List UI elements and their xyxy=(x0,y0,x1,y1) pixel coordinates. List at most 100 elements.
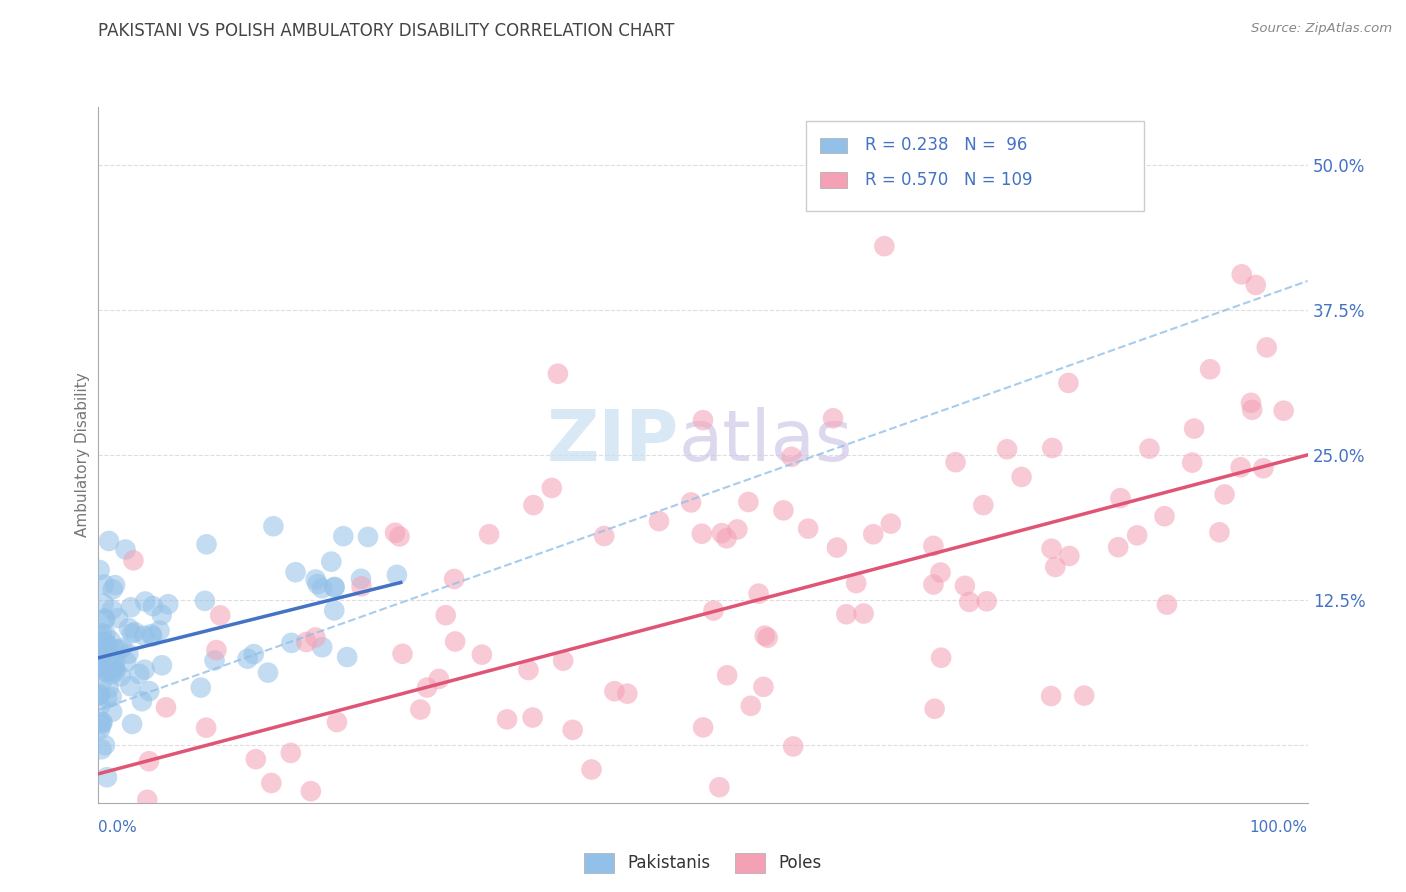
Point xyxy=(89,651,111,665)
Point xyxy=(101,602,124,616)
Point xyxy=(357,530,380,544)
Point xyxy=(91,714,114,729)
Point xyxy=(89,688,111,702)
Point xyxy=(100,667,122,681)
Point xyxy=(98,648,121,662)
Point xyxy=(121,717,143,731)
Point xyxy=(1156,598,1178,612)
Point xyxy=(716,531,738,545)
Point xyxy=(194,594,217,608)
Point xyxy=(1153,509,1175,524)
Point xyxy=(89,723,111,737)
Point xyxy=(692,720,714,734)
Point xyxy=(336,650,359,665)
Text: 100.0%: 100.0% xyxy=(1250,821,1308,835)
Point xyxy=(104,663,127,677)
Text: R = 0.238   N =  96: R = 0.238 N = 96 xyxy=(865,136,1028,154)
Point xyxy=(561,723,583,737)
Point xyxy=(128,667,150,681)
Point xyxy=(1057,376,1080,390)
Point xyxy=(131,694,153,708)
Point xyxy=(142,599,165,613)
Point xyxy=(120,679,142,693)
Point xyxy=(134,629,156,643)
Point xyxy=(93,597,115,611)
Point xyxy=(716,668,738,682)
Point xyxy=(100,690,122,704)
Point xyxy=(91,715,114,730)
Point xyxy=(195,537,218,551)
Point xyxy=(304,631,326,645)
Point xyxy=(471,648,494,662)
Point xyxy=(91,674,114,689)
Point xyxy=(134,594,156,608)
Point xyxy=(409,702,432,716)
Point xyxy=(427,672,450,686)
Point xyxy=(748,587,770,601)
Point xyxy=(321,555,343,569)
Point xyxy=(1045,560,1067,574)
Point xyxy=(89,652,111,666)
Point xyxy=(1011,470,1033,484)
Point xyxy=(96,637,118,651)
Point xyxy=(284,565,307,579)
Point xyxy=(522,498,544,512)
Point xyxy=(96,770,118,784)
Point xyxy=(929,566,952,580)
Point xyxy=(101,582,124,597)
Point xyxy=(391,647,413,661)
Point xyxy=(141,629,163,643)
Point xyxy=(94,627,117,641)
Point xyxy=(104,578,127,592)
Point xyxy=(740,698,762,713)
Point xyxy=(117,647,139,661)
Point xyxy=(1059,549,1081,563)
Point xyxy=(96,664,118,678)
Point xyxy=(547,367,569,381)
Point xyxy=(121,626,143,640)
Point xyxy=(195,721,218,735)
Point xyxy=(845,576,868,591)
Point xyxy=(709,780,731,795)
Point xyxy=(444,634,467,648)
Point xyxy=(104,642,127,657)
Point xyxy=(825,541,848,555)
Point xyxy=(257,665,280,680)
Point xyxy=(323,580,346,594)
Point xyxy=(1040,689,1063,703)
Point xyxy=(205,643,228,657)
Point xyxy=(1241,402,1264,417)
Point xyxy=(443,572,465,586)
Point xyxy=(1126,528,1149,542)
Point xyxy=(90,632,112,646)
Point xyxy=(782,739,804,754)
Point xyxy=(1272,403,1295,417)
Point xyxy=(91,626,114,640)
Point xyxy=(1115,169,1137,184)
Point xyxy=(295,635,318,649)
Point xyxy=(89,699,111,714)
Point xyxy=(754,629,776,643)
Point xyxy=(581,763,603,777)
Point xyxy=(111,807,134,822)
Point xyxy=(260,776,283,790)
Point xyxy=(90,646,112,660)
Point xyxy=(138,684,160,698)
Point xyxy=(434,608,457,623)
Point xyxy=(136,793,159,807)
Text: atlas: atlas xyxy=(679,407,853,475)
Point xyxy=(384,525,406,540)
Point xyxy=(756,631,779,645)
FancyBboxPatch shape xyxy=(820,137,846,153)
Point xyxy=(681,495,703,509)
Point xyxy=(243,647,266,661)
Point xyxy=(89,563,111,577)
Point xyxy=(90,742,112,756)
Point xyxy=(1107,540,1129,554)
Point xyxy=(150,607,173,622)
Point xyxy=(245,752,267,766)
Point xyxy=(692,413,714,427)
Point xyxy=(710,526,733,541)
Point xyxy=(91,647,114,661)
Point xyxy=(155,700,177,714)
